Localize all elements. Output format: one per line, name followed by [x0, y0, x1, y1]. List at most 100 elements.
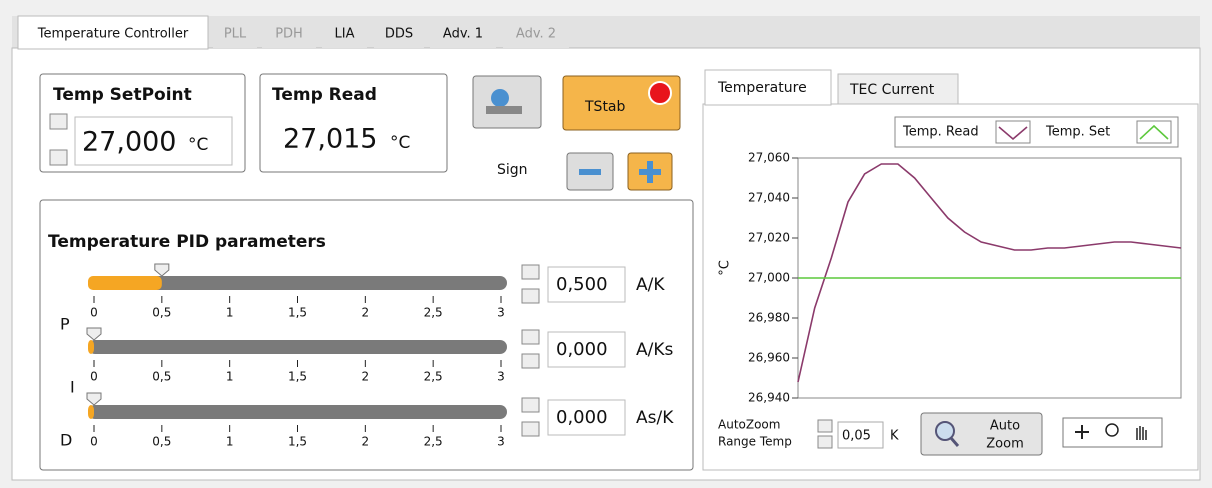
tab[interactable]	[213, 19, 257, 48]
slider-track	[88, 405, 507, 419]
slider-tick-label: 3	[497, 435, 505, 449]
y-tick-label: 27,000	[748, 271, 790, 285]
graph-tab[interactable]	[837, 73, 959, 105]
slider-tick-label: 1	[226, 370, 234, 384]
slider-tick-label: 3	[497, 370, 505, 384]
decrement[interactable]	[521, 288, 540, 304]
slider-tick-label: 1,5	[288, 370, 307, 384]
read-box	[259, 73, 448, 173]
tab-label: Temperature Controller	[37, 27, 189, 42]
slider-tick-label: 2	[362, 306, 370, 320]
slider-pointer[interactable]	[154, 263, 170, 277]
sign-label: Sign	[497, 162, 528, 178]
slider-tick-label: 0	[90, 306, 98, 320]
increment[interactable]	[521, 264, 540, 280]
tab[interactable]	[322, 19, 367, 48]
slider-tick-label: 3	[497, 306, 505, 320]
tab[interactable]	[262, 19, 316, 48]
cursor-tool[interactable]	[1075, 425, 1089, 439]
slider-name: P	[60, 315, 70, 334]
read-value: 27,015	[283, 124, 377, 155]
slider-tick-label: 2	[362, 435, 370, 449]
tab[interactable]	[430, 19, 496, 48]
tstab-led	[648, 81, 672, 105]
slider-name: D	[60, 431, 72, 450]
increment[interactable]	[521, 397, 540, 413]
tstab-label: TStab	[584, 99, 626, 115]
slider-tick-label: 0	[90, 435, 98, 449]
slider-tick-label: 1,5	[288, 435, 307, 449]
increment[interactable]	[817, 419, 833, 433]
autozoom-value: 0,05	[842, 429, 871, 444]
slider-tick-label: 0	[90, 370, 98, 384]
legend-swatch	[1139, 124, 1169, 140]
slider-tick-label: 1,5	[288, 306, 307, 320]
autozoom-label: AutoZoom	[718, 418, 780, 432]
pid-field[interactable]	[547, 266, 626, 303]
legend-label: Temp. Set	[1045, 125, 1110, 140]
graph-tab-label: Temperature	[717, 80, 807, 96]
slider-track	[88, 340, 507, 354]
y-tick-label: 27,060	[748, 151, 790, 165]
pan-tool[interactable]	[1136, 426, 1147, 440]
decrement[interactable]	[521, 421, 540, 437]
tab-label: Adv. 1	[443, 27, 483, 42]
slider-tick-label: 0,5	[152, 435, 171, 449]
pid-field[interactable]	[547, 399, 626, 436]
autozoom-button-label: Auto	[990, 419, 1020, 434]
save-icon-tray	[486, 106, 522, 114]
y-tick-label: 26,960	[748, 351, 790, 365]
setpoint-unit: °C	[188, 135, 208, 155]
decrement[interactable]	[521, 353, 540, 369]
y-tick-label: 26,980	[748, 311, 790, 325]
pid-value: 0,500	[556, 274, 608, 295]
setpoint-value: 27,000	[82, 127, 176, 158]
slider-pointer[interactable]	[86, 392, 102, 406]
slider-tick-label: 1	[226, 435, 234, 449]
autozoom-field[interactable]	[837, 421, 884, 449]
series-line	[797, 163, 1182, 383]
slider-name: I	[70, 378, 75, 397]
y-axis-label: °C	[718, 260, 733, 276]
read-title: Temp Read	[272, 85, 377, 105]
zoom-tool[interactable]	[1105, 423, 1119, 437]
slider-track	[88, 276, 507, 290]
slider-fill	[88, 276, 162, 290]
pid-unit: As/K	[636, 408, 674, 428]
pid-field[interactable]	[547, 331, 626, 368]
tab-bar	[12, 16, 1200, 48]
autozoom-label: Range Temp	[718, 435, 792, 449]
legend	[894, 116, 1179, 148]
slider-tick-label: 2	[362, 370, 370, 384]
tab-label: PDH	[275, 27, 303, 42]
y-tick-label: 27,020	[748, 231, 790, 245]
setpoint-field[interactable]	[74, 116, 233, 166]
slider-pointer[interactable]	[86, 327, 102, 341]
zoom-icon	[935, 421, 955, 441]
read-unit: °C	[390, 133, 410, 153]
tab-label: LIA	[335, 27, 355, 42]
pid-unit: A/Ks	[636, 340, 674, 360]
plus-icon	[639, 161, 661, 183]
decrement[interactable]	[49, 149, 68, 166]
increment[interactable]	[49, 113, 68, 130]
tab-label: PLL	[224, 27, 247, 42]
increment[interactable]	[521, 329, 540, 345]
slider-fill	[88, 340, 94, 354]
pid-title: Temperature PID parameters	[48, 232, 326, 252]
setpoint-title: Temp SetPoint	[53, 85, 192, 105]
minus-icon	[579, 169, 601, 175]
tab[interactable]	[503, 19, 569, 48]
tab-active[interactable]	[17, 15, 209, 50]
decrement[interactable]	[817, 435, 833, 449]
slider-tick-label: 1	[226, 306, 234, 320]
graph-tab-active[interactable]	[704, 69, 832, 106]
tab[interactable]	[374, 19, 424, 48]
tab-label: DDS	[385, 27, 413, 42]
y-tick-label: 27,040	[748, 191, 790, 205]
pid-value: 0,000	[556, 407, 608, 428]
autozoom-unit: K	[890, 429, 899, 444]
y-tick-label: 26,940	[748, 391, 790, 405]
